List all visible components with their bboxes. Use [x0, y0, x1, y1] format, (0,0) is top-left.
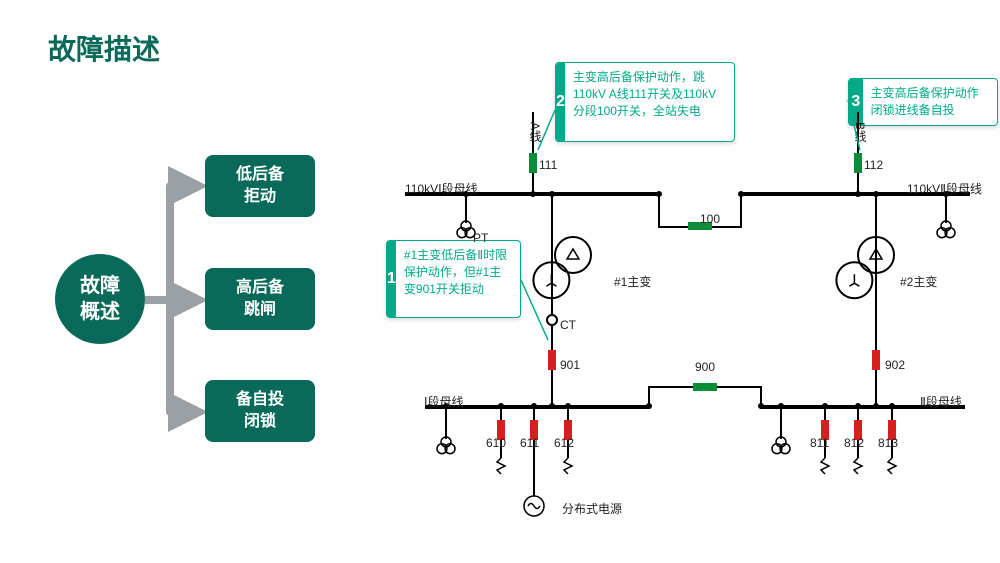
node-4: [549, 191, 555, 197]
flow-box-0: 低后备 拒动: [205, 155, 315, 217]
node-8: [646, 403, 652, 409]
label-5: 110kVⅡ段母线: [907, 180, 982, 197]
hub-circle: 故障 概述: [55, 254, 145, 344]
node-3: [738, 191, 744, 197]
label-13: 902: [885, 358, 905, 372]
breaker-4: [872, 350, 880, 370]
node-17: [822, 403, 828, 409]
breaker-1: [854, 153, 862, 173]
label-20: 812: [844, 436, 864, 450]
node-13: [498, 403, 504, 409]
node-2: [656, 191, 662, 197]
wire-4: [740, 194, 742, 226]
label-7: PT: [473, 231, 488, 245]
label-4: 110kVⅠ段母线: [405, 180, 478, 197]
callout-text: #1主变低后备Ⅱ时限保护动作，但#1主变901开关拒动: [396, 241, 520, 317]
node-9: [758, 403, 764, 409]
node-15: [565, 403, 571, 409]
label-8: #1主变: [614, 273, 651, 290]
flow-box-2: 备自投 闭锁: [205, 380, 315, 442]
node-1: [855, 191, 861, 197]
label-11: 901: [560, 358, 580, 372]
node-0: [530, 191, 536, 197]
wire-19: [945, 194, 947, 220]
callout-2: 2主变高后备保护动作，跳110kV A线111开关及110kV分段100开关，全…: [555, 62, 735, 142]
page-title: 故障描述: [48, 28, 160, 68]
label-6: 100: [700, 212, 720, 226]
label-21: 813: [878, 436, 898, 450]
label-18: 612: [554, 436, 574, 450]
callout-text: 主变高后备保护动作，跳110kV A线111开关及110kV分段100开关，全站…: [565, 63, 734, 141]
callout-num: 2: [556, 63, 565, 141]
wire-5: [465, 194, 467, 220]
wire-6: [551, 194, 553, 404]
label-12: 900: [695, 360, 715, 374]
wire-11: [445, 406, 447, 436]
node-6: [549, 403, 555, 409]
node-14: [531, 403, 537, 409]
ct-0: [546, 314, 558, 326]
node-18: [855, 403, 861, 409]
flow-box-1: 高后备 跳闸: [205, 268, 315, 330]
node-7: [873, 403, 879, 409]
callout-num: 1: [387, 241, 396, 317]
breaker-3: [548, 350, 556, 370]
label-15: Ⅱ段母线: [920, 393, 962, 410]
label-19: 811: [810, 436, 829, 450]
node-19: [889, 403, 895, 409]
label-14: Ⅰ段母线: [424, 393, 464, 410]
node-5: [873, 191, 879, 197]
wire-15: [780, 406, 782, 436]
wire-2: [658, 194, 660, 226]
label-17: 611: [520, 436, 539, 450]
wire-7: [875, 194, 877, 404]
label-1: B线: [852, 122, 869, 142]
callout-1: 1#1主变低后备Ⅱ时限保护动作，但#1主变901开关拒动: [386, 240, 521, 318]
label-22: 分布式电源: [562, 500, 622, 517]
label-3: 112: [864, 158, 883, 172]
label-16: 610: [486, 436, 506, 450]
breaker-5: [693, 383, 717, 391]
callout-num: 3: [849, 79, 863, 125]
label-9: #2主变: [900, 273, 937, 290]
node-16: [778, 403, 784, 409]
label-2: 111: [539, 158, 557, 172]
callout-text: 主变高后备保护动作闭锁进线备自投: [863, 79, 997, 125]
hub-text: 故障 概述: [80, 273, 120, 325]
callout-3: 3主变高后备保护动作闭锁进线备自投: [848, 78, 998, 126]
label-10: CT: [560, 318, 576, 332]
label-0: A线: [527, 122, 544, 142]
breaker-0: [529, 153, 537, 173]
